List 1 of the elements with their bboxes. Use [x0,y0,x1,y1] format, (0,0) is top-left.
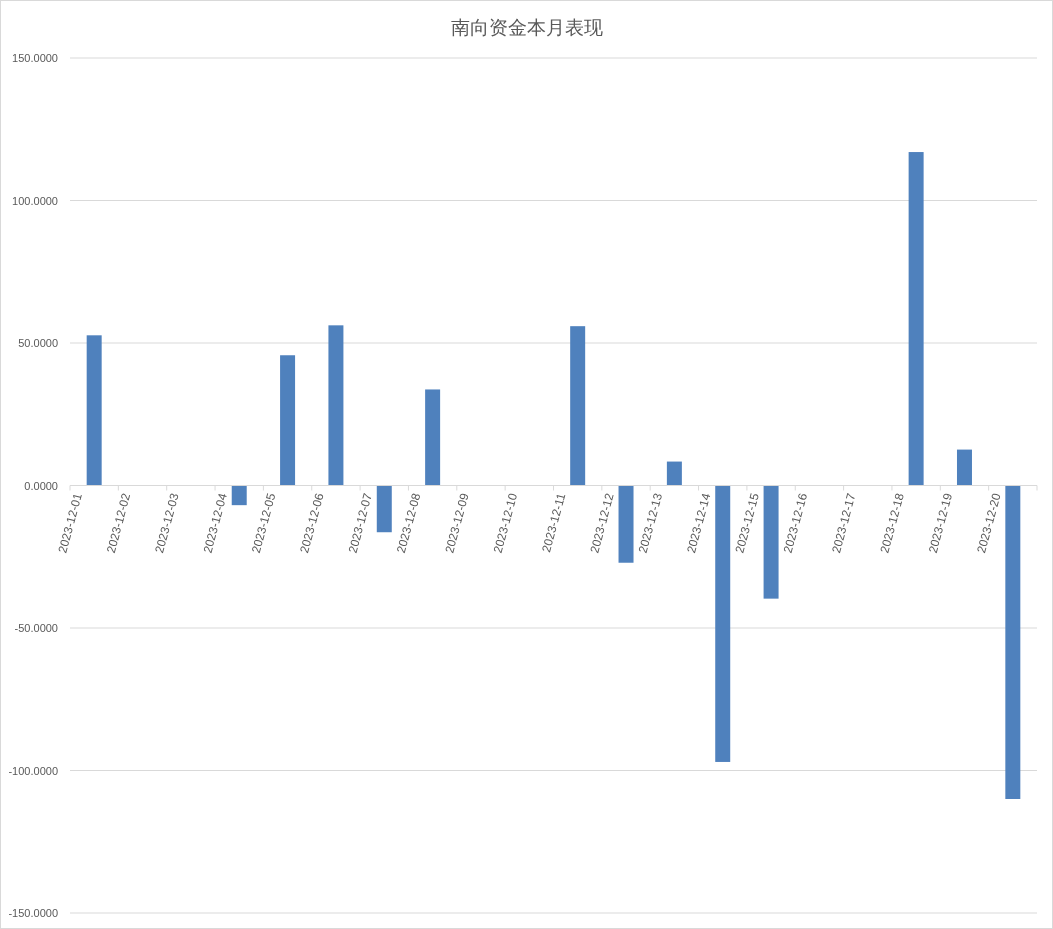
title: 南向资金本月表现 [450,17,603,38]
